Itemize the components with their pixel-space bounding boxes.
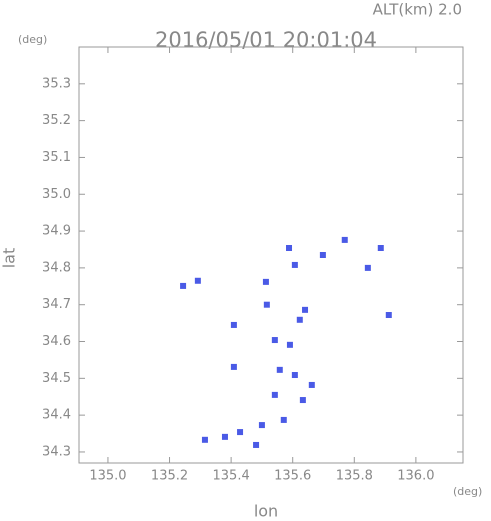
echo-point (280, 416, 287, 423)
x-tick-label: 135.0 (89, 469, 126, 484)
echo-point (258, 422, 265, 429)
y-tick-label: 34.5 (42, 371, 71, 386)
echo-point (230, 321, 237, 328)
y-tick-label: 34.6 (42, 334, 71, 349)
y-tick-label: 35.2 (42, 113, 71, 128)
x-axis-label: lon (254, 502, 278, 521)
echo-point (180, 282, 187, 289)
x-tick-label: 135.2 (151, 469, 188, 484)
y-tick-label: 35.0 (42, 187, 71, 202)
echo-point (291, 261, 298, 268)
x-unit: (deg) (453, 485, 482, 498)
y-tick-label: 34.9 (42, 224, 71, 239)
plot-frame (78, 46, 464, 464)
echo-point (296, 316, 303, 323)
echo-point (286, 341, 293, 348)
y-tick-label: 35.1 (42, 150, 71, 165)
echo-point (291, 372, 298, 379)
chart-title: 2016/05/01 20:01:04 (155, 28, 377, 52)
echo-point (271, 391, 278, 398)
echo-point (377, 245, 384, 252)
subtitle: ALT(km) 2.0 (373, 1, 462, 19)
echo-point (271, 337, 278, 344)
y-axis-label: lat (0, 248, 19, 269)
echo-point (302, 306, 309, 313)
echo-point (253, 441, 260, 448)
echo-point (201, 436, 208, 443)
x-tick-label: 135.6 (274, 469, 311, 484)
x-tick-label: 135.4 (213, 469, 250, 484)
echo-point (230, 363, 237, 370)
echo-point (319, 252, 326, 258)
y-tick-label: 34.4 (42, 408, 71, 423)
echo-point (194, 277, 201, 284)
echo-point (262, 278, 269, 285)
y-tick-label: 34.7 (42, 297, 71, 312)
y-tick-label: 35.3 (42, 76, 71, 91)
echo-point (364, 264, 371, 271)
echo-point (341, 236, 348, 243)
echo-point (286, 245, 293, 252)
echo-point (308, 381, 315, 388)
echo-point (299, 397, 306, 404)
y-unit: (deg) (18, 33, 47, 46)
echo-point (237, 429, 244, 436)
echo-point (385, 312, 392, 319)
y-tick-label: 34.3 (42, 444, 71, 459)
x-tick-label: 135.8 (336, 469, 373, 484)
echo-point (276, 366, 283, 373)
x-tick-label: 136.0 (397, 469, 434, 484)
echo-point (263, 301, 270, 308)
y-tick-label: 34.8 (42, 260, 71, 275)
echo-point (221, 433, 228, 440)
